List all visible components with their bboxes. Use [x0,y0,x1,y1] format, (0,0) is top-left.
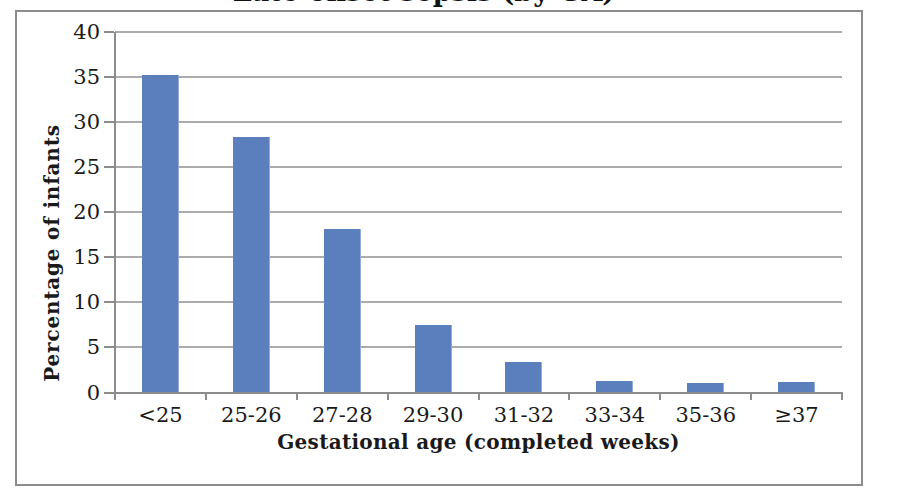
bar [415,325,452,393]
x-tick-mark [568,393,570,400]
x-tick-label: 31-32 [479,403,570,427]
x-tick-mark [114,393,116,400]
bar [233,137,270,392]
y-axis-title: Percentage of infants [40,124,64,382]
chart-title: Late onset sepsis (by GA) [0,0,848,7]
x-tick-label: ≥37 [751,403,842,427]
y-gridline [115,256,842,258]
y-axis-line [114,32,116,394]
x-tick-label: 25-26 [206,403,297,427]
y-tick-mark [104,76,114,78]
y-gridline [115,301,842,303]
x-tick-label: 29-30 [388,403,479,427]
y-tick-label: 40 [38,20,100,44]
x-tick-mark [841,393,843,400]
x-tick-mark [296,393,298,400]
y-tick-mark [104,301,114,303]
x-tick-mark [205,393,207,400]
y-gridline [115,31,842,33]
y-tick-label: 0 [38,381,100,405]
y-tick-mark [104,31,114,33]
x-axis-line [104,392,843,394]
y-gridline [115,121,842,123]
y-tick-mark [104,166,114,168]
y-gridline [115,211,842,213]
bar [142,75,179,392]
y-gridline [115,76,842,78]
chart-canvas: Late onset sepsis (by GA) 05101520253035… [0,0,898,499]
x-tick-mark [750,393,752,400]
x-tick-label: 33-34 [569,403,660,427]
x-tick-mark [659,393,661,400]
x-tick-mark [478,393,480,400]
x-axis-title: Gestational age (completed weeks) [115,430,842,454]
bar [324,229,361,393]
bar [505,362,542,393]
y-gridline [115,346,842,348]
y-tick-mark [104,392,114,394]
y-tick-mark [104,211,114,213]
y-gridline [115,166,842,168]
x-tick-label: <25 [115,403,206,427]
y-tick-mark [104,256,114,258]
y-tick-mark [104,121,114,123]
x-tick-label: 35-36 [660,403,751,427]
x-tick-label: 27-28 [297,403,388,427]
y-tick-label: 35 [38,65,100,89]
x-tick-mark [387,393,389,400]
y-tick-mark [104,346,114,348]
